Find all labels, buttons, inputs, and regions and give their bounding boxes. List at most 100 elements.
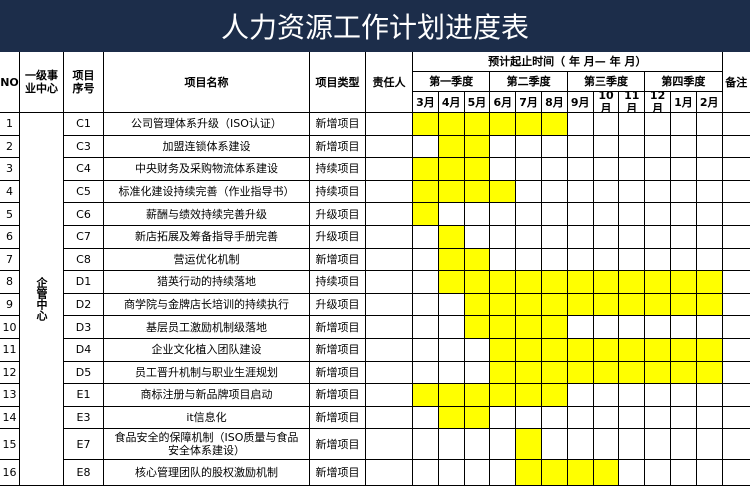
row-code: E1: [64, 384, 104, 407]
header-name-text: 项目名称: [184, 75, 229, 89]
schedule-cell: [413, 460, 439, 487]
schedule-cell: [413, 384, 439, 407]
row-remark: [722, 339, 750, 362]
row-remark: [722, 203, 750, 226]
header-period-text: 预计起止时间（ 年 月— 年 月）: [488, 55, 647, 68]
row-owner: [366, 158, 413, 181]
schedule-cell: [671, 460, 697, 487]
header-remark-text: 备注: [725, 75, 748, 89]
row-name: 商学院与金牌店长培训的持续执行: [104, 293, 310, 317]
schedule-cell: [696, 361, 723, 385]
schedule-cell: [438, 406, 465, 430]
row-no: 4: [0, 180, 20, 204]
row-owner: [366, 248, 413, 272]
schedule-cell: [619, 316, 646, 339]
month-text: 9月: [570, 95, 590, 109]
schedule-cell: [542, 113, 568, 136]
row-code: C1: [64, 113, 104, 136]
center-merged: 企管中心: [20, 113, 64, 487]
schedule-cell: [542, 203, 568, 226]
row-code: D1: [64, 271, 104, 294]
row-code-text: D4: [75, 343, 92, 357]
header-center: 一级事业中心: [20, 52, 64, 113]
schedule-cell: [593, 203, 620, 226]
schedule-cell: [413, 361, 439, 385]
quarter-text: 第四季度: [661, 75, 706, 88]
schedule-cell: [542, 460, 568, 487]
schedule-cell: [567, 384, 594, 407]
header-no-text: NO: [0, 75, 19, 89]
schedule-cell: [438, 361, 465, 385]
schedule-cell: [438, 158, 465, 181]
row-type: 新增项目: [310, 316, 366, 339]
row-type-text: 新增项目: [315, 117, 360, 131]
schedule-cell: [464, 180, 491, 204]
schedule-cell: [516, 113, 542, 136]
row-no: 6: [0, 226, 20, 249]
schedule-cell: [516, 158, 542, 181]
row-code-text: C4: [76, 162, 91, 176]
month-text: 11月: [624, 92, 640, 113]
schedule-cell: [438, 203, 465, 226]
schedule-cell: [413, 226, 439, 249]
row-name-text: 加盟连锁体系建设: [162, 139, 251, 153]
schedule-cell: [413, 293, 439, 317]
schedule-cell: [671, 180, 697, 204]
month-text: 3月: [416, 95, 435, 109]
schedule-cell: [413, 429, 439, 461]
row-type: 新增项目: [310, 361, 366, 385]
row-name: 薪酬与绩效持续完善升级: [104, 203, 310, 226]
row-no-text: 3: [6, 162, 13, 176]
schedule-cell: [490, 226, 517, 249]
row-type-text: 新增项目: [315, 252, 360, 266]
schedule-cell: [464, 460, 491, 487]
row-code-text: C1: [76, 117, 91, 131]
row-name: 核心管理团队的股权激励机制: [104, 460, 310, 487]
row-type-text: 新增项目: [315, 365, 360, 379]
schedule-cell: [567, 429, 594, 461]
schedule-cell: [619, 293, 646, 317]
schedule-cell: [567, 361, 594, 385]
schedule-cell: [619, 361, 646, 385]
row-code-text: D5: [75, 365, 92, 379]
row-type-text: 新增项目: [315, 343, 360, 357]
row-name-text: 猎英行动的持续落地: [157, 275, 256, 289]
month-text: 4月: [441, 95, 461, 109]
schedule-cell: [567, 135, 594, 159]
row-remark: [722, 384, 750, 407]
header-code-text: 项目序号: [72, 69, 95, 95]
row-code: D5: [64, 361, 104, 385]
row-code: C3: [64, 135, 104, 159]
quarter: 第四季度: [645, 72, 723, 92]
row-name-text: it信息化: [186, 411, 227, 425]
row-owner: [366, 384, 413, 407]
schedule-cell: [464, 135, 491, 159]
schedule-cell: [413, 271, 439, 294]
schedule-cell: [671, 293, 697, 317]
schedule-cell: [696, 339, 723, 362]
month-text: 8月: [545, 95, 564, 109]
header-code: 项目序号: [64, 52, 104, 113]
schedule-cell: [464, 113, 491, 136]
schedule-cell: [413, 248, 439, 272]
schedule-cell: [438, 226, 465, 249]
month: 5月: [464, 92, 491, 113]
row-type: 新增项目: [310, 429, 366, 461]
schedule-cell: [464, 339, 491, 362]
row-no: 1: [0, 113, 20, 136]
schedule-cell: [671, 429, 697, 461]
schedule-cell: [593, 293, 620, 317]
schedule-cell: [490, 361, 517, 385]
schedule-cell: [438, 180, 465, 204]
schedule-cell: [671, 384, 697, 407]
quarter-text: 第三季度: [583, 75, 628, 88]
row-no-text: 8: [6, 275, 13, 289]
row-remark: [722, 158, 750, 181]
row-remark: [722, 271, 750, 294]
row-type: 持续项目: [310, 180, 366, 204]
row-no: 14: [0, 406, 20, 430]
row-type: 新增项目: [310, 384, 366, 407]
schedule-cell: [696, 203, 723, 226]
schedule-cell: [567, 271, 594, 294]
schedule-cell: [464, 429, 491, 461]
